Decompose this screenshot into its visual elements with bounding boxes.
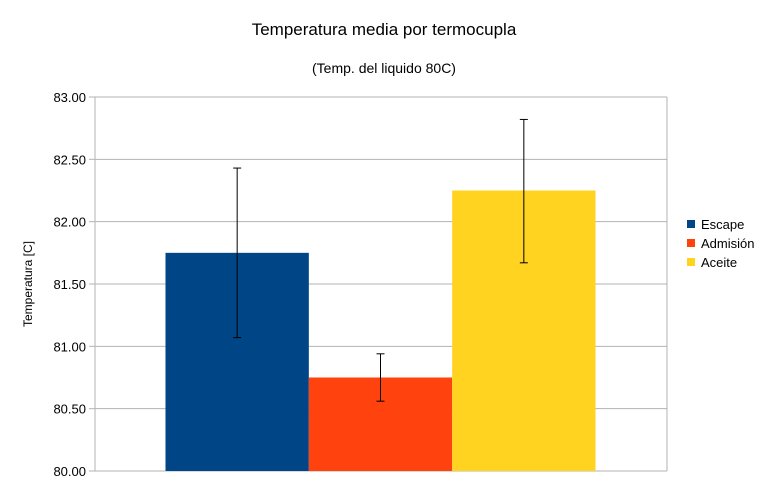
y-axis-label: Temperatura [C] — [21, 241, 35, 327]
y-tick-label: 83.00 — [53, 90, 86, 105]
legend-swatch — [687, 220, 695, 228]
legend: Escape Admisión Aceite — [687, 217, 754, 270]
error-bars — [233, 118, 528, 402]
y-tick-label: 81.50 — [53, 277, 86, 292]
y-tick-label: 82.50 — [53, 152, 86, 167]
chart-title: Temperatura media por termocupla — [252, 20, 517, 39]
y-tick-label: 82.00 — [53, 215, 86, 230]
legend-label: Aceite — [701, 255, 737, 270]
legend-swatch — [687, 258, 695, 266]
y-tick-label: 80.00 — [53, 464, 86, 479]
legend-swatch — [687, 239, 695, 247]
chart-subtitle: (Temp. del liquido 80C) — [312, 60, 456, 76]
legend-label: Escape — [701, 217, 744, 232]
y-axis-ticks: 80.00 80.50 81.00 81.50 82.00 82.50 83.00 — [53, 90, 86, 479]
legend-label: Admisión — [701, 236, 754, 251]
y-tick-label: 80.50 — [53, 402, 86, 417]
y-tick-label: 81.00 — [53, 339, 86, 354]
bars — [165, 190, 596, 471]
